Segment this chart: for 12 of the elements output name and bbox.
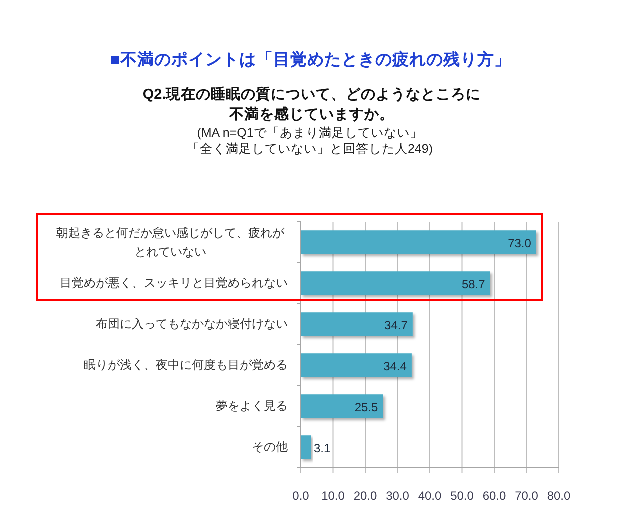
x-tick-label: 40.0 [418, 489, 442, 503]
x-tick-label: 80.0 [547, 489, 571, 503]
x-tick-label: 60.0 [482, 489, 506, 503]
subtitle: Q2.現在の睡眠の質について、どのようなところに不満を感じていますか。 [142, 86, 482, 125]
title: ■不満のポイントは「目覚めたときの疲れの残り方」 [110, 50, 512, 70]
annotation: (MA n=Q1で「あまり満足していない」「全く満足していない」と回答した人249) [186, 125, 434, 157]
x-tick-label: 0.0 [292, 489, 310, 503]
x-tick-label: 20.0 [354, 489, 378, 503]
x-tick-label: 70.0 [515, 489, 539, 503]
x-tick-label: 30.0 [386, 489, 410, 503]
x-tick-label: 50.0 [450, 489, 474, 503]
x-tick-label: 10.0 [322, 489, 346, 503]
